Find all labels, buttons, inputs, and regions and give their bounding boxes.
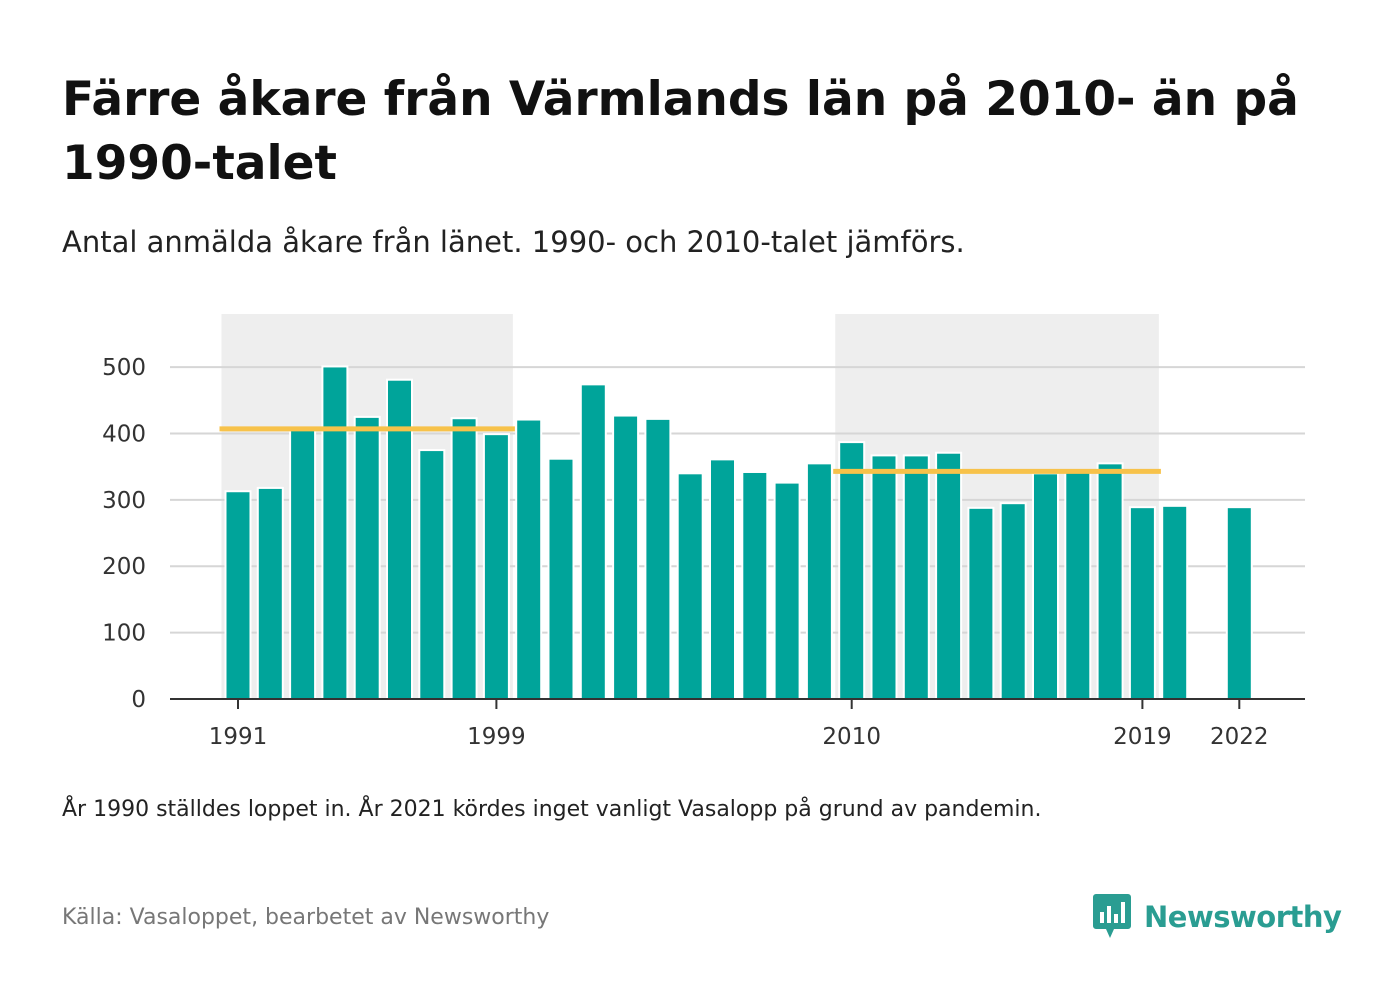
bar-1999 — [482, 433, 510, 700]
average-lines — [219, 426, 1161, 474]
bar-2017 — [1064, 469, 1092, 701]
y-tick-label: 400 — [102, 421, 146, 447]
newsworthy-logo: Newsworthy — [1092, 892, 1342, 942]
y-tick-label: 200 — [102, 554, 146, 580]
bar-2005 — [676, 472, 704, 700]
x-tick-label-2019: 2019 — [1113, 724, 1172, 750]
bar-2002 — [579, 383, 607, 700]
y-tick-label: 0 — [131, 687, 146, 713]
bar-2004 — [644, 417, 672, 700]
bar-1995 — [353, 415, 381, 700]
bar-2001 — [547, 457, 575, 701]
bar-2000 — [515, 418, 543, 700]
bar-1992 — [256, 486, 284, 700]
bar-2012 — [902, 454, 930, 701]
bar-1998 — [450, 417, 478, 700]
y-tick-label: 100 — [102, 621, 146, 647]
bar-2019 — [1128, 506, 1156, 700]
x-axis-ticks: 1991 1999 2010 2019 2022 — [209, 699, 1269, 750]
bar-1993 — [289, 427, 317, 700]
x-tick-label-1999: 1999 — [467, 724, 526, 750]
bar-2007 — [741, 470, 769, 700]
x-tick-label-1991: 1991 — [209, 724, 268, 750]
bar-2010 — [838, 441, 866, 700]
chart-title: Färre åkare från Värmlands län på 2010- … — [62, 72, 1299, 191]
bar-2022 — [1225, 506, 1253, 700]
bar-2020 — [1161, 504, 1189, 700]
bar-2006 — [709, 458, 736, 700]
chart-note: År 1990 ställdes loppet in. År 2021 körd… — [62, 797, 1042, 822]
chart-subtitle: Antal anmälda åkare från länet. 1990- oc… — [62, 225, 965, 259]
y-tick-label: 300 — [102, 488, 146, 514]
bar-2009 — [805, 462, 833, 700]
brand-name: Newsworthy — [1144, 900, 1342, 934]
source-text: Källa: Vasaloppet, bearbetet av Newswort… — [62, 905, 550, 930]
y-tick-label: 500 — [102, 355, 146, 381]
bar-2003 — [612, 414, 640, 700]
bar-chart: 0 100 200 300 400 500 1991 1999 2010 2019 2022 — [102, 314, 1305, 750]
x-tick-label-2010: 2010 — [822, 724, 881, 750]
bar-2014 — [967, 506, 995, 700]
bar-1997 — [418, 449, 446, 700]
bar-2018 — [1096, 462, 1124, 700]
x-tick-label-2022: 2022 — [1210, 724, 1269, 750]
bar-1991 — [224, 490, 252, 700]
bar-2013 — [935, 451, 963, 700]
bar-2008 — [773, 481, 801, 700]
bar-2016 — [1032, 472, 1059, 700]
bar-2011 — [870, 454, 898, 701]
bar-2015 — [999, 502, 1027, 700]
bars — [224, 365, 1253, 701]
bar-1994 — [321, 365, 349, 700]
newsworthy-logo-icon — [1093, 894, 1131, 938]
y-axis-labels: 0 100 200 300 400 500 — [102, 355, 146, 713]
